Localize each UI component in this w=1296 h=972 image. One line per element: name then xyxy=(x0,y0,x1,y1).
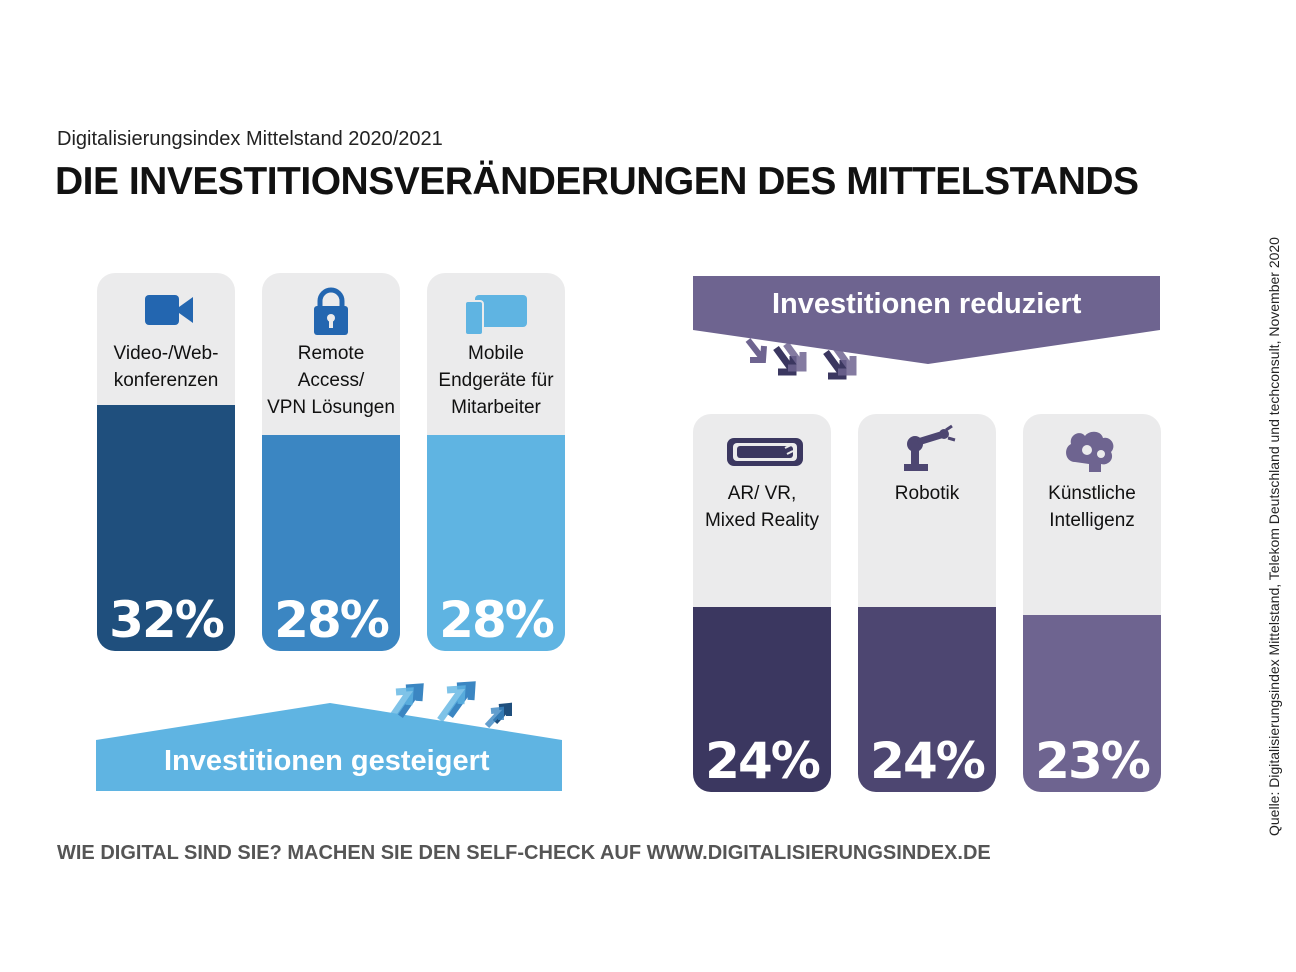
bar-value-label: 32% xyxy=(109,591,225,649)
bar xyxy=(1023,614,1161,792)
bar-card: Video-/Web- konferenzen 32% xyxy=(97,273,235,651)
mobile-devices-icon xyxy=(464,295,527,336)
bar-value-label: 24% xyxy=(705,732,821,790)
bar-card: Robotik 24% xyxy=(858,414,996,792)
bar-card: Mobile Endgeräte für Mitarbeiter 28% xyxy=(427,273,565,651)
increase-banner-label: Investitionen gesteigert xyxy=(164,745,490,777)
bar-value-label: 24% xyxy=(870,732,986,790)
bar xyxy=(858,607,996,792)
bar xyxy=(262,435,400,651)
bar-category-label: Video-/Web- konferenzen xyxy=(113,343,219,391)
bar xyxy=(97,404,235,651)
bar-card: Künstliche Intelligenz 23% xyxy=(1023,414,1161,792)
up-arrows-icon xyxy=(387,681,512,729)
lock-icon xyxy=(314,287,348,335)
bar-category-label: Remote Access/ VPN Lösungen xyxy=(267,343,395,418)
bar-card: Remote Access/ VPN Lösungen 28% xyxy=(262,273,400,651)
brain-gears-icon xyxy=(1066,431,1114,472)
vr-headset-icon xyxy=(727,438,803,466)
footer-cta: WIE DIGITAL SIND SIE? MACHEN SIE DEN SEL… xyxy=(57,842,991,864)
bar xyxy=(427,435,565,651)
bar-value-label: 28% xyxy=(439,591,555,649)
bar-value-label: 28% xyxy=(274,591,390,649)
bar xyxy=(693,607,831,792)
bar-category-label: Mobile Endgeräte für Mitarbeiter xyxy=(438,343,554,418)
page-title: DIE INVESTITIONSVERÄNDERUNGEN DES MITTEL… xyxy=(55,160,1139,203)
bar-value-label: 23% xyxy=(1035,732,1151,790)
down-arrows-icon xyxy=(745,338,857,380)
robot-arm-icon xyxy=(904,424,956,471)
subtitle: Digitalisierungsindex Mittelstand 2020/2… xyxy=(57,128,443,150)
bar-category-label: Robotik xyxy=(894,483,960,504)
bar-category-label: Künstliche Intelligenz xyxy=(1048,483,1136,531)
reduce-banner-label: Investitionen reduziert xyxy=(772,288,1082,320)
source-note: Quelle: Digitalisierungsindex Mittelstan… xyxy=(1266,237,1282,836)
bar-card: AR/ VR, Mixed Reality 24% xyxy=(693,414,831,792)
video-camera-icon xyxy=(145,295,193,325)
bar-category-label: AR/ VR, Mixed Reality xyxy=(704,483,820,531)
